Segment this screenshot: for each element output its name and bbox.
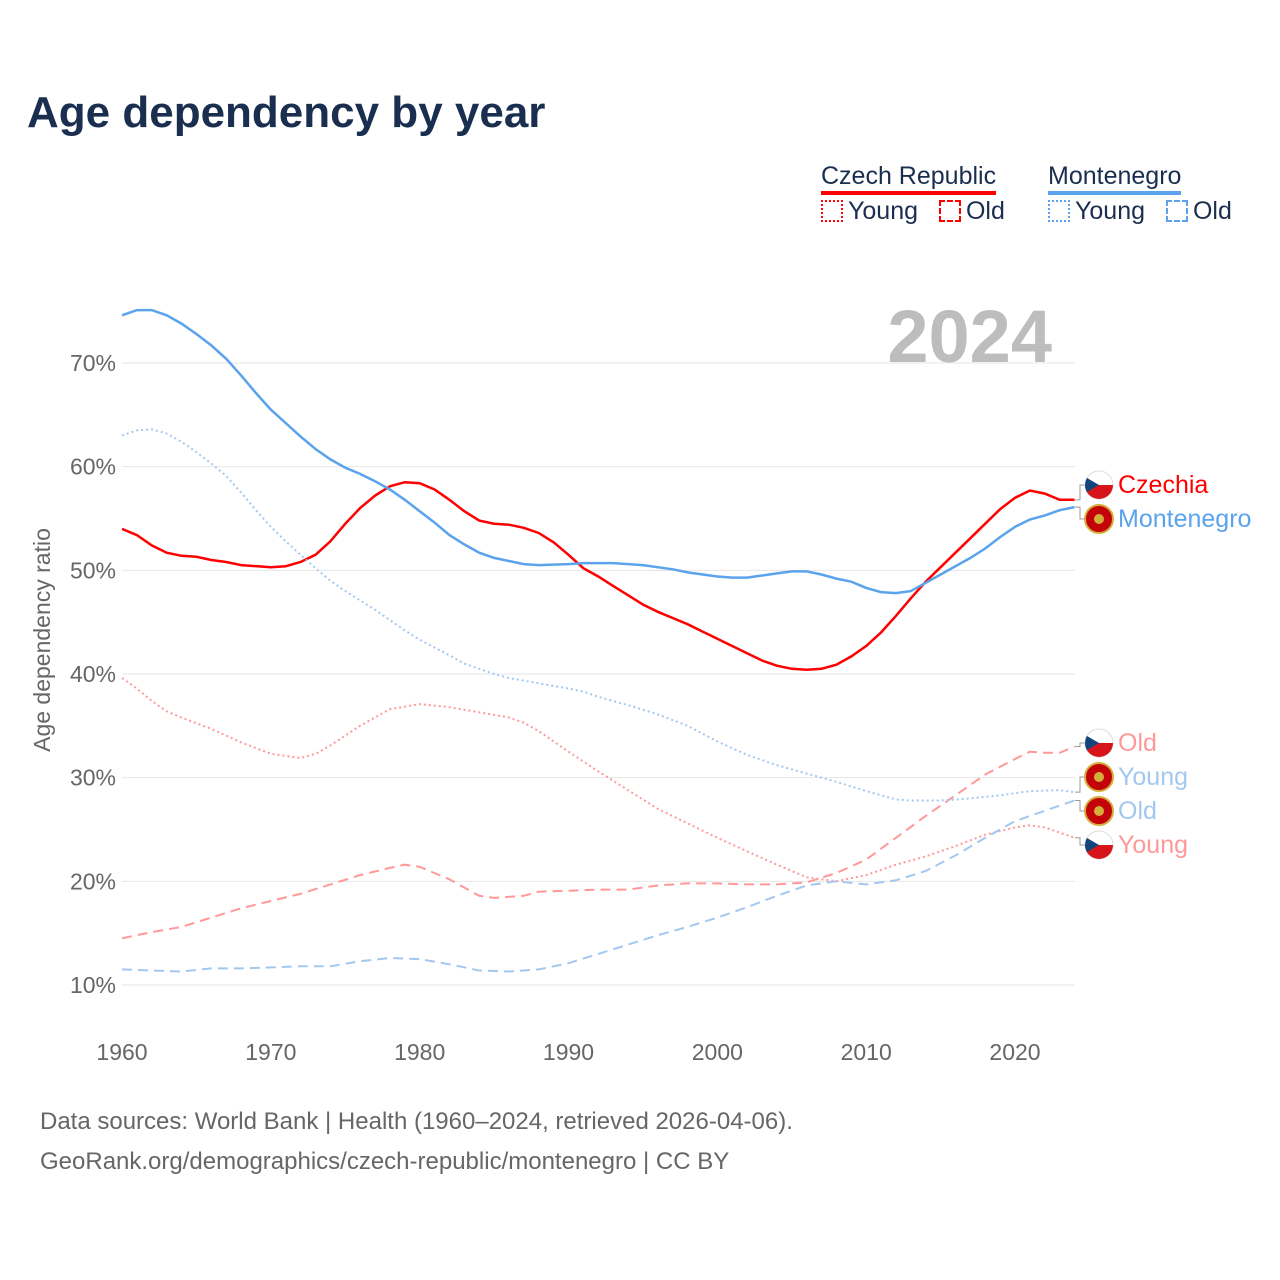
x-tick-label: 1980 [394, 1039, 445, 1065]
y-axis-label: Age dependency ratio [29, 528, 55, 752]
dashed-swatch-icon [1165, 200, 1188, 222]
legend-czech-young[interactable]: Young [848, 197, 918, 225]
x-tick-label: 2000 [692, 1039, 743, 1065]
czech-flag-blue [1085, 478, 1099, 492]
y-tick-label: 70% [70, 350, 116, 376]
legend-montenegro: Montenegro Young Old [1048, 162, 1232, 226]
montenegro-emblem [1094, 806, 1104, 816]
x-tick-label: 2020 [989, 1039, 1040, 1065]
label-connector [1075, 776, 1086, 793]
legend-czech-old[interactable]: Old [965, 197, 1005, 225]
x-tick-label: 1970 [245, 1039, 296, 1065]
series-line-montenegro-young [121, 428, 1075, 802]
legend-montenegro-old[interactable]: Old [1192, 197, 1232, 225]
end-label: Old [1118, 729, 1157, 757]
czech-flag-blue [1085, 736, 1099, 750]
legend-montenegro-young[interactable]: Young [1075, 197, 1145, 225]
y-tick-label: 50% [70, 557, 116, 583]
y-tick-label: 10% [70, 972, 116, 998]
label-connector [1075, 799, 1086, 812]
legend-montenegro-title: Montenegro [1048, 162, 1182, 195]
end-label: Czechia [1118, 471, 1208, 499]
y-tick-label: 30% [70, 765, 116, 791]
label-connector [1075, 742, 1086, 748]
series-line-czechia-young [121, 677, 1075, 883]
legend-czech-title: Czech Republic [821, 162, 997, 195]
dashed-swatch-icon [938, 200, 961, 222]
y-tick-label: 40% [70, 661, 116, 687]
dotted-swatch-icon [1048, 200, 1070, 222]
y-tick-label: 20% [70, 868, 116, 894]
y-tick-label: 60% [70, 454, 116, 480]
chart-title: Age dependency by year [27, 88, 546, 137]
series-line-montenegro-old [121, 799, 1075, 973]
footer-url[interactable]: GeoRank.org/demographics/czech-republic/… [40, 1148, 730, 1175]
label-connector [1075, 506, 1086, 520]
series-line-montenegro [121, 308, 1075, 595]
x-tick-label: 2010 [841, 1039, 892, 1065]
end-label: Young [1118, 763, 1188, 791]
czech-flag-blue [1085, 838, 1099, 852]
end-label: Young [1118, 831, 1188, 859]
end-label: Old [1118, 797, 1157, 825]
series-line-czechia-old [121, 745, 1075, 940]
label-connector [1075, 484, 1086, 501]
footer-sources: Data sources: World Bank | Health (1960–… [40, 1108, 793, 1135]
series-line-czechia [121, 480, 1075, 672]
montenegro-emblem [1094, 514, 1104, 524]
year-label: 2024 [887, 295, 1052, 378]
montenegro-emblem [1094, 772, 1104, 782]
end-label: Montenegro [1118, 505, 1251, 533]
legend-czech: Czech Republic Young Old [821, 162, 1005, 226]
x-tick-label: 1990 [543, 1039, 594, 1065]
x-tick-label: 1960 [96, 1039, 147, 1065]
label-connector [1075, 837, 1086, 846]
dotted-swatch-icon [821, 200, 843, 222]
